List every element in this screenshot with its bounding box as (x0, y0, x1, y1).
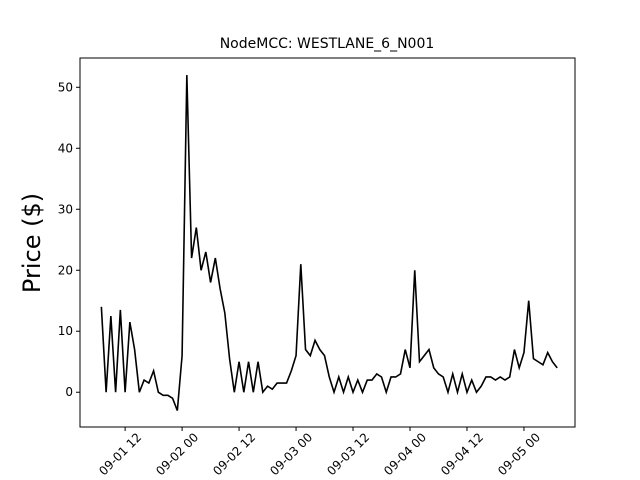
y-tick-label: 40 (58, 141, 73, 155)
price-line (100, 75, 558, 411)
y-tick-label: 30 (58, 202, 73, 216)
x-tick-label: 09-04 00 (381, 430, 429, 478)
chart-title: NodeMCC: WESTLANE_6_N001 (220, 36, 435, 52)
x-tick-label: 09-05 00 (495, 430, 543, 478)
y-tick-label: 20 (58, 263, 73, 277)
y-axis-label: Price ($) (18, 193, 46, 293)
y-tick-label: 50 (58, 80, 73, 94)
y-tick-label: 0 (65, 385, 73, 399)
x-tick-label: 09-03 00 (267, 430, 315, 478)
plot-frame (79, 57, 576, 428)
x-tick-label: 09-03 12 (324, 430, 372, 478)
x-tick-label: 09-01 12 (96, 430, 144, 478)
x-tick-label: 09-04 12 (438, 430, 486, 478)
x-tick-label: 09-02 12 (210, 430, 258, 478)
x-tick-label: 09-02 00 (153, 430, 201, 478)
y-tick-label: 10 (58, 324, 73, 338)
